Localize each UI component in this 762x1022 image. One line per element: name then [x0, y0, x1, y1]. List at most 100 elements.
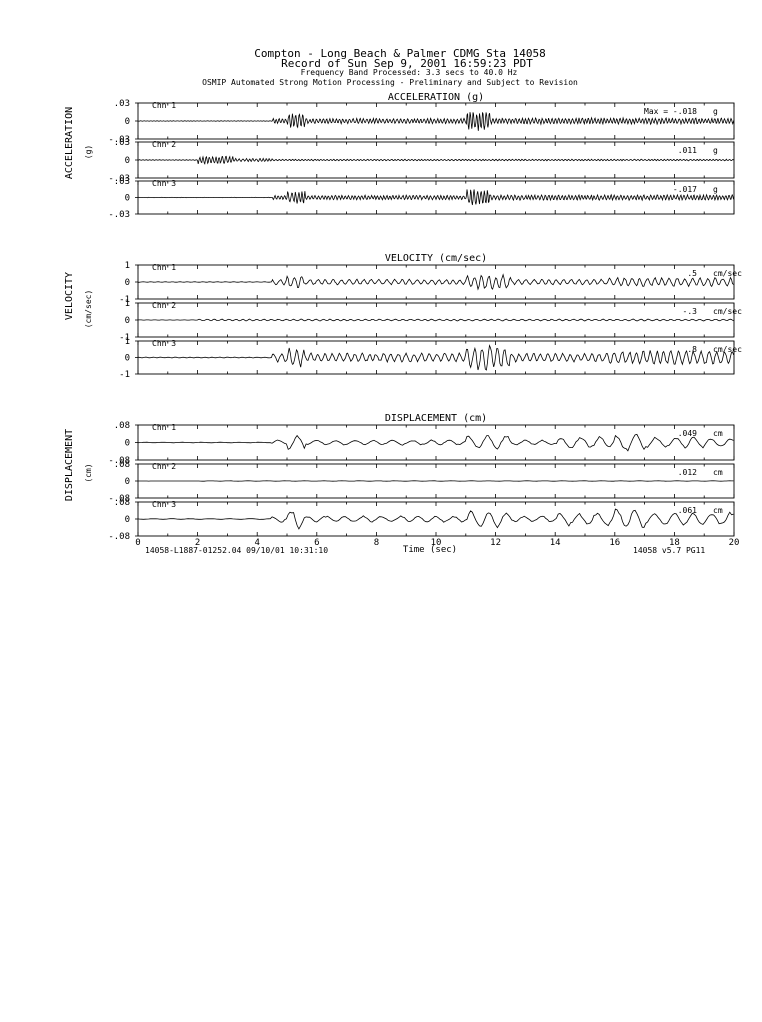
channel-name: Chn 1	[152, 101, 176, 110]
y-tick-label: 0	[125, 117, 130, 127]
x-tick-label: 12	[490, 538, 501, 548]
y-tick-label: .03	[114, 177, 130, 187]
y-tick-label: 0	[125, 354, 130, 364]
y-tick-label: -1	[119, 370, 130, 380]
x-tick-label: 2	[195, 538, 200, 548]
channel-trace	[137, 112, 735, 131]
y-tick-label: 0	[125, 278, 130, 288]
channel-1-strip: .08 0 -.08 Chn 1 .049 cm	[108, 421, 735, 466]
channel-peak-unit: cm/sec	[713, 345, 742, 354]
y-tick-label: 0	[125, 156, 130, 166]
x-tick-label: 16	[609, 538, 620, 548]
x-tick-label: 4	[254, 538, 259, 548]
channel-3-strip: .03 0 -.03 Chn 3 -.017 g	[108, 177, 735, 220]
channel-peak-value: Max = -.018	[644, 107, 697, 116]
y-tick-label: -.03	[108, 135, 130, 145]
panels-group: ACCELERATION (g) ACCELERATION (g) .03 0 -.03 C…	[64, 92, 742, 548]
y-tick-label: .03	[114, 138, 130, 148]
panel-acceleration: ACCELERATION (g) ACCELERATION (g) .03 0 -.03 C…	[64, 92, 735, 220]
panel-title: VELOCITY (cm/sec)	[385, 253, 487, 264]
channel-2-strip: .08 0 -.08 Chn 2 .012 cm	[108, 460, 735, 504]
y-tick-label: -.08	[108, 532, 130, 542]
footer-right-id: 14058 v5.7 PG11	[633, 546, 705, 555]
channel-peak-unit: cm	[713, 506, 723, 515]
panel-velocity: VELOCITY (cm/sec) VELOCITY (cm/sec) 1 0 -1 Chn…	[64, 253, 742, 380]
channel-peak-value: .049	[678, 429, 697, 438]
channel-trace	[137, 433, 734, 452]
x-tick-label: 20	[729, 538, 740, 548]
x-tick-label: 10	[431, 538, 442, 548]
y-tick-label: 0	[125, 316, 130, 326]
y-tick-label: -.03	[108, 174, 130, 184]
y-tick-label: 0	[125, 515, 130, 525]
channel-trace	[137, 318, 734, 322]
y-tick-label: -.03	[108, 210, 130, 220]
title-line-1: Compton - Long Beach & Palmer CDMG Sta 1…	[254, 47, 545, 60]
y-tick-label: -.08	[108, 494, 130, 504]
channel-trace	[137, 508, 734, 530]
title-line-3: Frequency Band Processed: 3.3 secs to 40…	[301, 68, 518, 77]
channel-peak-value: .8	[687, 345, 697, 354]
channel-name: Chn 2	[152, 301, 176, 310]
channel-trace	[137, 344, 734, 371]
channel-name: Chn 2	[152, 140, 176, 149]
y-tick-label: -1	[119, 333, 130, 343]
title-line-4: OSMIP Automated Strong Motion Processing…	[202, 78, 578, 87]
x-axis-label: Time (sec)	[403, 545, 457, 555]
panel-unit-label: (g)	[84, 145, 93, 159]
channel-3-strip: 1 0 -1 Chn 3 .8 cm/sec	[119, 337, 742, 380]
x-tick-label: 0	[135, 538, 140, 548]
channel-peak-value: .5	[687, 269, 697, 278]
channel-name: Chn 1	[152, 423, 176, 432]
channel-name: Chn 1	[152, 263, 176, 272]
x-tick-label: 6	[314, 538, 319, 548]
channel-2-strip: 1 0 -1 Chn 2 -.3 cm/sec	[119, 299, 742, 343]
panel-unit-label: (cm/sec)	[84, 290, 93, 329]
y-tick-label: .08	[114, 498, 130, 508]
y-tick-label: -.08	[108, 456, 130, 466]
y-tick-label: 1	[125, 337, 130, 347]
y-tick-label: 0	[125, 439, 130, 449]
x-tick-label: 18	[669, 538, 680, 548]
y-tick-label: -1	[119, 295, 130, 305]
channel-peak-unit: cm/sec	[713, 269, 742, 278]
panel-ylabel: ACCELERATION	[64, 107, 75, 179]
channel-peak-unit: cm/sec	[713, 307, 742, 316]
channel-peak-value: .012	[678, 468, 697, 477]
channel-peak-unit: g	[713, 146, 718, 155]
channel-peak-value: .011	[678, 146, 697, 155]
channel-1-strip: .03 0 -.03 Chn 1 Max = -.018 g	[108, 99, 735, 145]
y-tick-label: 1	[125, 261, 130, 271]
channel-trace	[137, 155, 735, 165]
y-tick-label: 1	[125, 299, 130, 309]
channel-peak-unit: g	[713, 107, 718, 116]
channel-peak-value: -.3	[683, 307, 698, 316]
channel-peak-value: -.017	[673, 185, 697, 194]
footer-left-id: 14058-L1887-01252.04 09/10/01 10:31:10	[145, 546, 328, 555]
y-tick-label: 0	[125, 477, 130, 487]
channel-trace	[137, 189, 735, 206]
panel-unit-label: (cm)	[84, 463, 93, 482]
panel-ylabel: VELOCITY	[64, 272, 75, 320]
channel-peak-unit: cm	[713, 429, 723, 438]
channel-peak-value: .061	[678, 506, 697, 515]
panel-title: DISPLACEMENT (cm)	[385, 413, 487, 424]
x-tick-label: 14	[550, 538, 561, 548]
x-tick-label: 8	[374, 538, 379, 548]
channel-1-strip: 1 0 -1 Chn 1 .5 cm/sec	[119, 261, 742, 305]
channel-2-strip: .03 0 -.03 Chn 2 .011 g	[108, 138, 735, 184]
y-tick-label: .08	[114, 421, 130, 431]
channel-peak-unit: g	[713, 185, 718, 194]
channel-name: Chn 2	[152, 462, 176, 471]
channel-name: Chn 3	[152, 500, 176, 509]
panel-ylabel: DISPLACEMENT	[64, 429, 75, 501]
channel-peak-unit: cm	[713, 468, 723, 477]
y-tick-label: .08	[114, 460, 130, 470]
y-tick-label: .03	[114, 99, 130, 109]
channel-name: Chn 3	[152, 339, 176, 348]
channel-3-strip: .08 0 -.08 Chn 3 .061 cm	[108, 498, 735, 542]
channel-name: Chn 3	[152, 179, 176, 188]
y-tick-label: 0	[125, 194, 130, 204]
title-line-2: Record of Sun Sep 9, 2001 16:59:23 PDT	[281, 57, 533, 70]
